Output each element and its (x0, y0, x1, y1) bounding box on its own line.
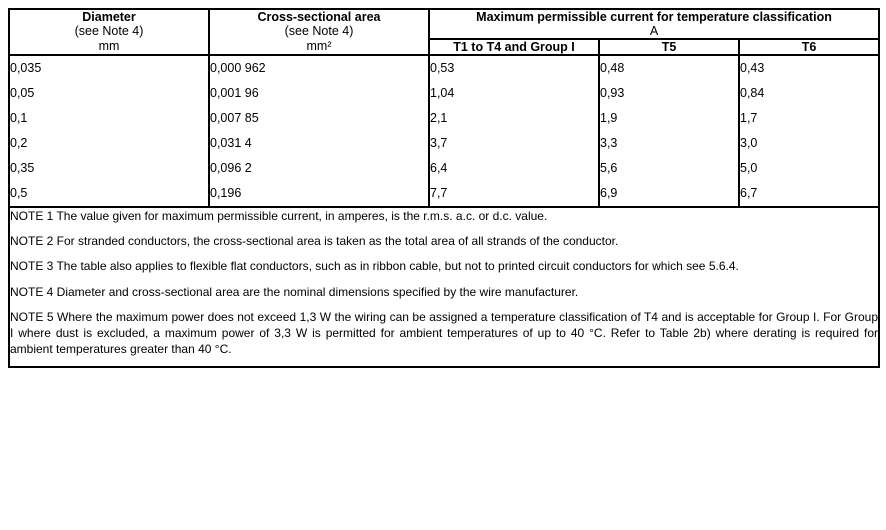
cell: 7,7 (430, 181, 598, 206)
t1t4-values: 0,53 1,04 2,1 3,7 6,4 7,7 (429, 55, 599, 207)
data-row-block: 0,035 0,05 0,1 0,2 0,35 0,5 0,000 962 0,… (9, 55, 879, 207)
cell: 6,9 (600, 181, 738, 206)
cell: 0,05 (10, 81, 208, 106)
cell: 6,7 (740, 181, 878, 206)
wire-current-table: Diameter (see Note 4) Cross-sectional ar… (8, 8, 880, 368)
col-area-header: Cross-sectional area (see Note 4) (209, 9, 429, 39)
cell: 0,035 (10, 56, 208, 81)
cell: 0,001 96 (210, 81, 428, 106)
col-area-title: Cross-sectional area (210, 10, 428, 24)
cell: 6,4 (430, 156, 598, 181)
cell: 0,1 (10, 106, 208, 131)
col-current-unit: A (430, 24, 878, 38)
cell: 0,93 (600, 81, 738, 106)
t6-values: 0,43 0,84 1,7 3,0 5,0 6,7 (739, 55, 879, 207)
cell: 2,1 (430, 106, 598, 131)
col-t6-header: T6 (739, 39, 879, 55)
cell: 0,53 (430, 56, 598, 81)
cell: 5,6 (600, 156, 738, 181)
note-2: NOTE 2 For stranded conductors, the cros… (10, 233, 878, 249)
cell: 3,0 (740, 131, 878, 156)
cell: 1,9 (600, 106, 738, 131)
cell: 3,3 (600, 131, 738, 156)
area-values: 0,000 962 0,001 96 0,007 85 0,031 4 0,09… (209, 55, 429, 207)
col-t1t4-header: T1 to T4 and Group I (429, 39, 599, 55)
cell: 3,7 (430, 131, 598, 156)
t5-values: 0,48 0,93 1,9 3,3 5,6 6,9 (599, 55, 739, 207)
cell: 0,35 (10, 156, 208, 181)
cell: 0,196 (210, 181, 428, 206)
note-5: NOTE 5 Where the maximum power does not … (10, 309, 878, 358)
header-row-1: Diameter (see Note 4) Cross-sectional ar… (9, 9, 879, 39)
header-row-2: mm mm² T1 to T4 and Group I T5 T6 (9, 39, 879, 55)
cell: 0,5 (10, 181, 208, 206)
cell: 0,000 962 (210, 56, 428, 81)
cell: 0,48 (600, 56, 738, 81)
col-diameter-header: Diameter (see Note 4) (9, 9, 209, 39)
col-t5-header: T5 (599, 39, 739, 55)
cell: 0,43 (740, 56, 878, 81)
note-3: NOTE 3 The table also applies to flexibl… (10, 258, 878, 274)
col-current-title: Maximum permissible current for temperat… (430, 10, 878, 24)
col-diameter-unit: mm (9, 39, 209, 55)
notes-cell: NOTE 1 The value given for maximum permi… (9, 207, 879, 367)
cell: 5,0 (740, 156, 878, 181)
cell: 0,2 (10, 131, 208, 156)
cell: 0,031 4 (210, 131, 428, 156)
col-diameter-sub: (see Note 4) (10, 24, 208, 38)
col-current-group-header: Maximum permissible current for temperat… (429, 9, 879, 39)
cell: 1,04 (430, 81, 598, 106)
notes-row: NOTE 1 The value given for maximum permi… (9, 207, 879, 367)
diameter-values: 0,035 0,05 0,1 0,2 0,35 0,5 (9, 55, 209, 207)
cell: 0,096 2 (210, 156, 428, 181)
cell: 0,007 85 (210, 106, 428, 131)
col-area-unit: mm² (209, 39, 429, 55)
col-diameter-title: Diameter (10, 10, 208, 24)
cell: 1,7 (740, 106, 878, 131)
cell: 0,84 (740, 81, 878, 106)
col-area-sub: (see Note 4) (210, 24, 428, 38)
note-4: NOTE 4 Diameter and cross-sectional area… (10, 284, 878, 300)
note-1: NOTE 1 The value given for maximum permi… (10, 208, 878, 224)
